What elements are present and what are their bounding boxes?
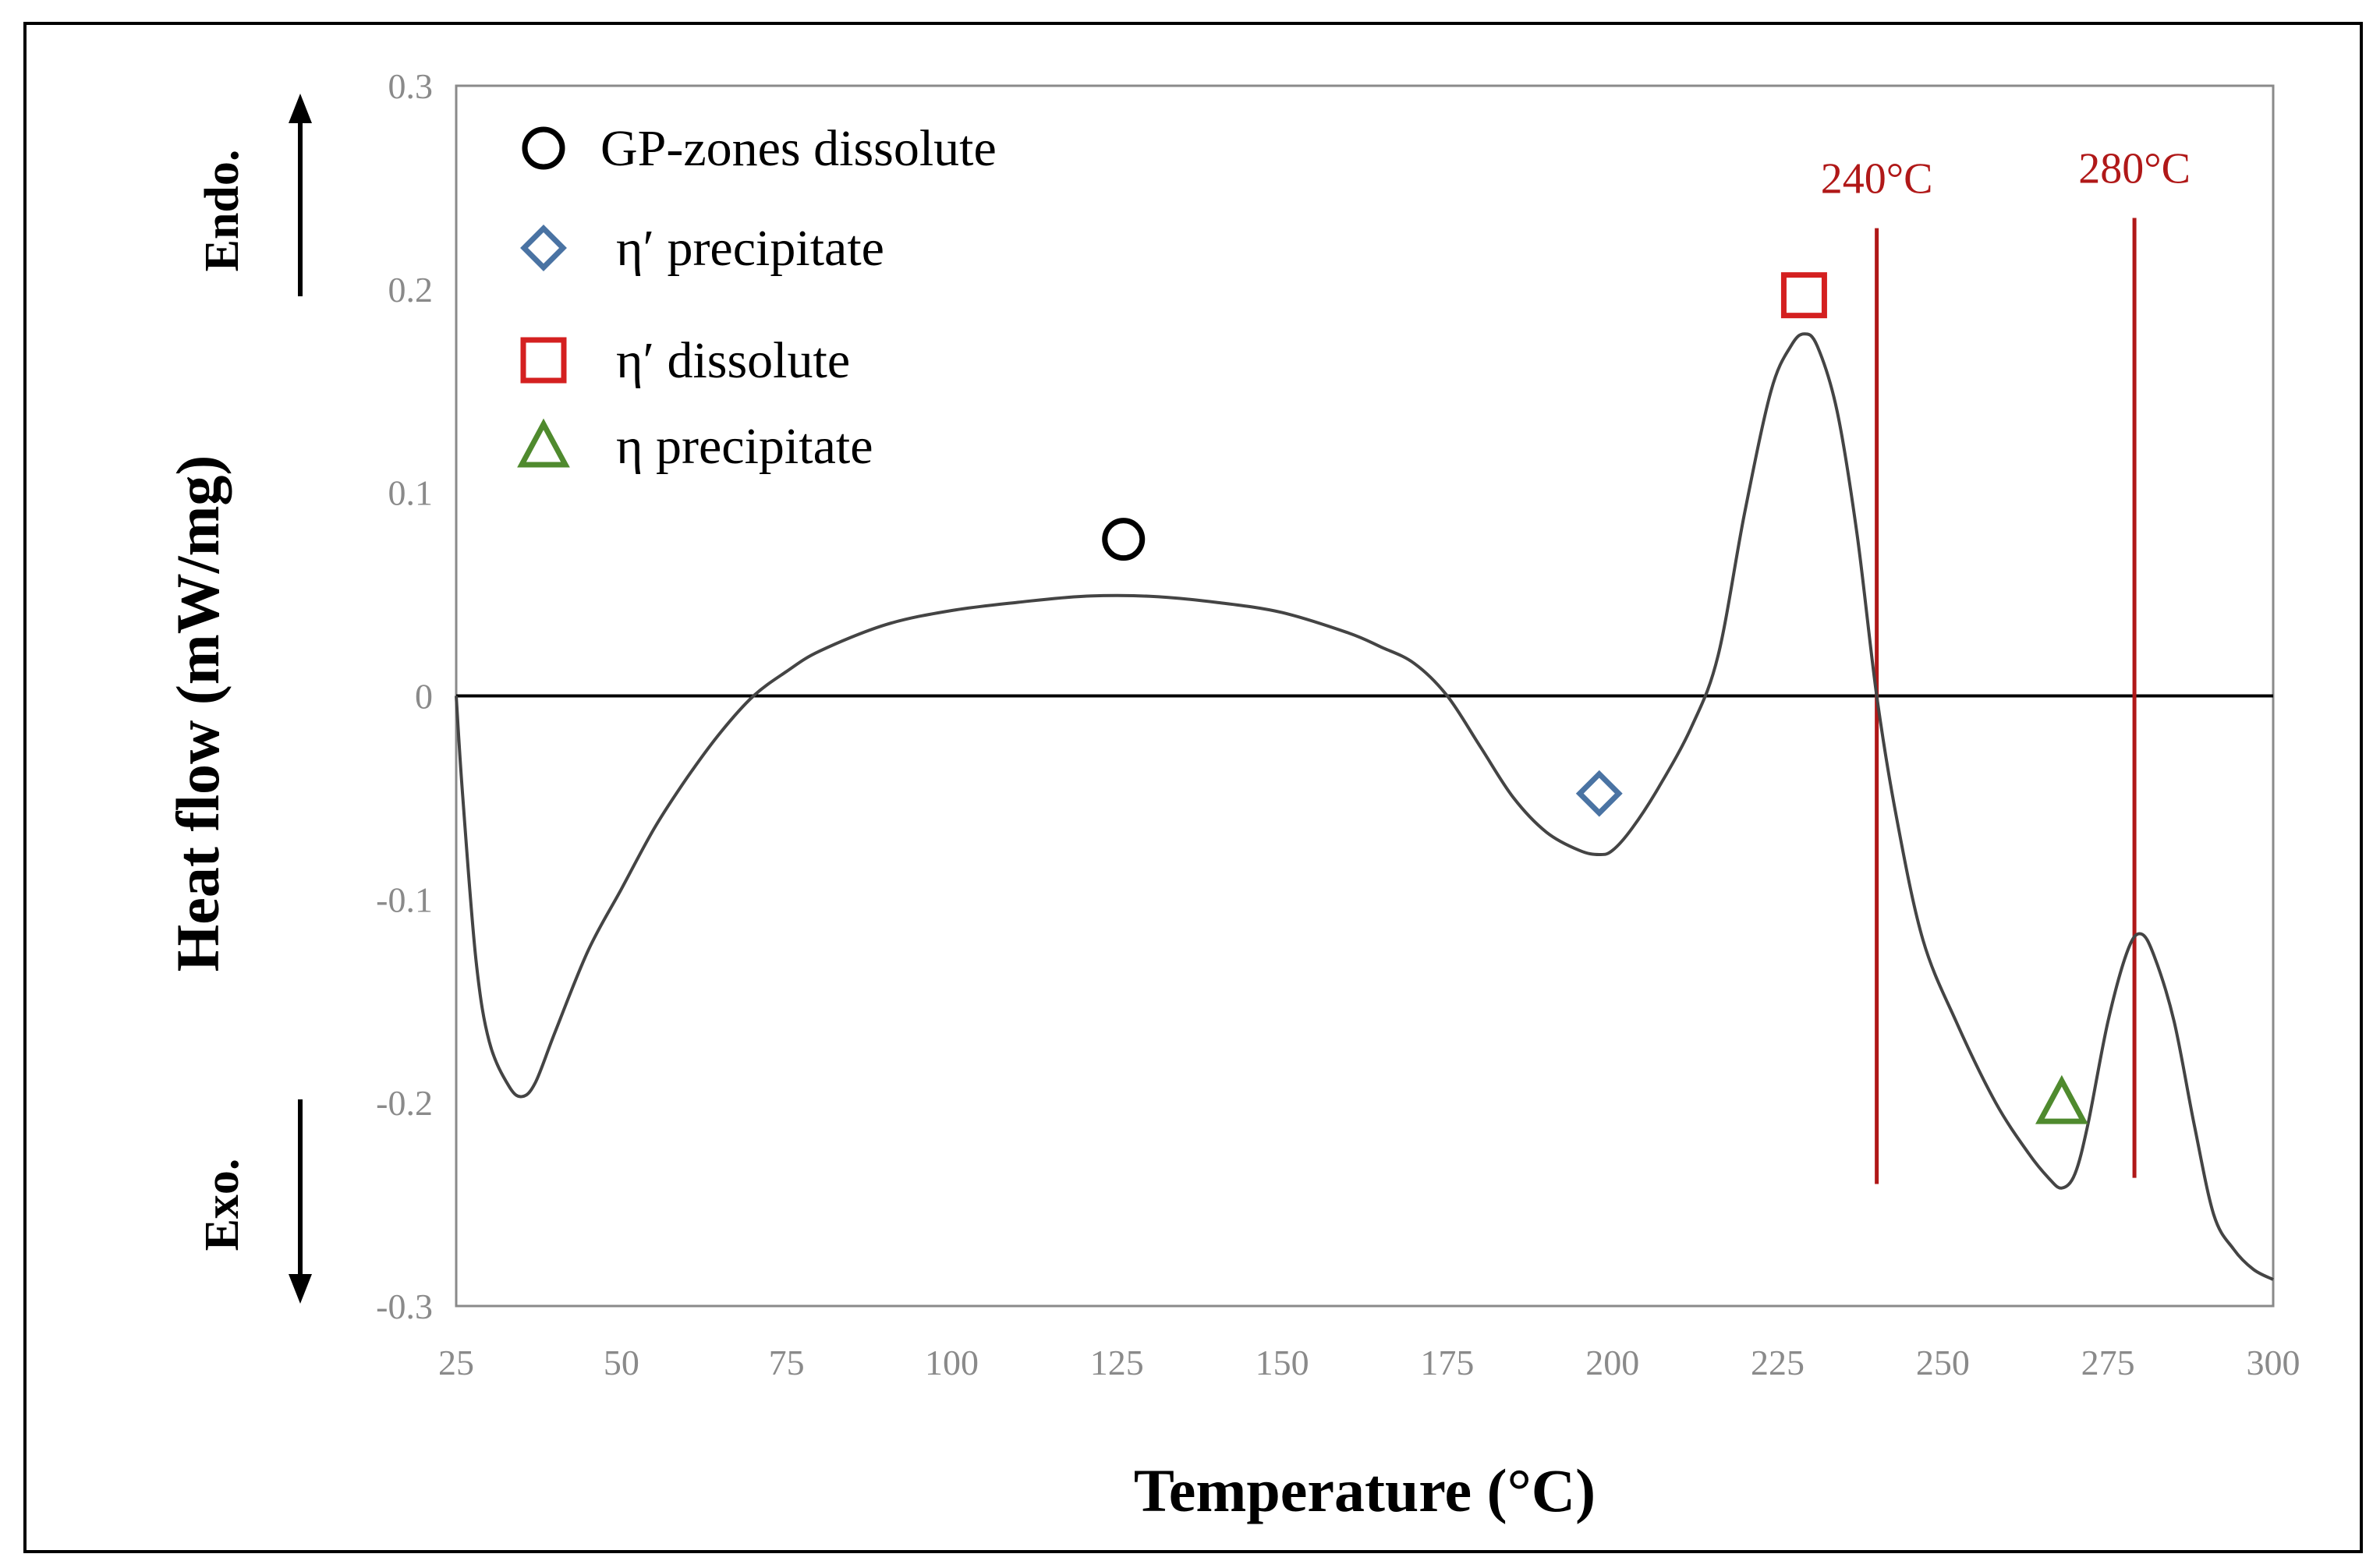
x-tick-label: 250: [1916, 1343, 1970, 1382]
figure-border: [23, 22, 2363, 1553]
reference-lines: 240°C 280°C: [1821, 145, 2191, 1184]
y-tick-label: -0.1: [376, 880, 433, 919]
y-tick-label: 0.3: [388, 66, 434, 106]
endo-indicator: Endo.: [196, 94, 312, 296]
x-tick-label: 50: [604, 1343, 639, 1382]
reference-label-279: 280°C: [2078, 145, 2191, 193]
endo-arrow-icon: [289, 94, 312, 123]
legend-label: η′ precipitate: [616, 220, 884, 277]
x-tick-label: 150: [1256, 1343, 1309, 1382]
legend-label: GP-zones dissolute: [600, 120, 997, 177]
heat-flow-curve: [455, 332, 2274, 1281]
y-tick-label: 0.2: [388, 270, 434, 310]
y-axis-ticks: -0.3 -0.2 -0.1 0 0.1 0.2 0.3: [376, 66, 433, 1326]
x-tick-label: 75: [769, 1343, 805, 1382]
diamond-marker: [1575, 770, 1623, 817]
y-tick-label: 0: [415, 677, 433, 717]
legend-diamond-icon: [520, 225, 567, 271]
square-marker: [1780, 272, 1827, 319]
legend-triangle-icon: [517, 418, 570, 468]
triangle-marker: [2035, 1074, 2088, 1124]
legend-square-icon: [520, 337, 567, 384]
y-tick-label: -0.3: [376, 1287, 433, 1326]
legend-label: η′ dissolute: [616, 332, 850, 389]
x-tick-label: 25: [438, 1343, 474, 1382]
reference-label-240: 240°C: [1821, 155, 1933, 204]
exo-arrow-icon: [289, 1274, 312, 1304]
legend-label: η precipitate: [616, 418, 873, 475]
x-tick-label: 125: [1090, 1343, 1144, 1382]
x-tick-label: 300: [2247, 1343, 2300, 1382]
exo-label: Exo.: [196, 1159, 249, 1251]
legend: GP-zones dissolute η′ precipitate η′ disso…: [517, 120, 997, 475]
endo-label: Endo.: [196, 150, 249, 272]
event-markers: [1102, 272, 2088, 1124]
x-tick-label: 175: [1420, 1343, 1474, 1382]
x-tick-label: 275: [2081, 1343, 2135, 1382]
x-tick-label: 100: [925, 1343, 979, 1382]
x-tick-label: 225: [1751, 1343, 1805, 1382]
exo-indicator: Exo.: [196, 1099, 312, 1304]
x-axis-title: Temperature (°C): [1134, 1457, 1596, 1524]
y-tick-label: -0.2: [376, 1083, 433, 1123]
x-axis-ticks: 25 50 75 100 125 150 175 200 225 250 275 300: [438, 1343, 2300, 1382]
y-tick-label: 0.1: [388, 473, 434, 513]
x-tick-label: 200: [1585, 1343, 1639, 1382]
circle-marker: [1102, 518, 1146, 561]
legend-circle-icon: [522, 126, 565, 170]
y-axis-title: Heat flow (mW/mg): [164, 455, 232, 972]
